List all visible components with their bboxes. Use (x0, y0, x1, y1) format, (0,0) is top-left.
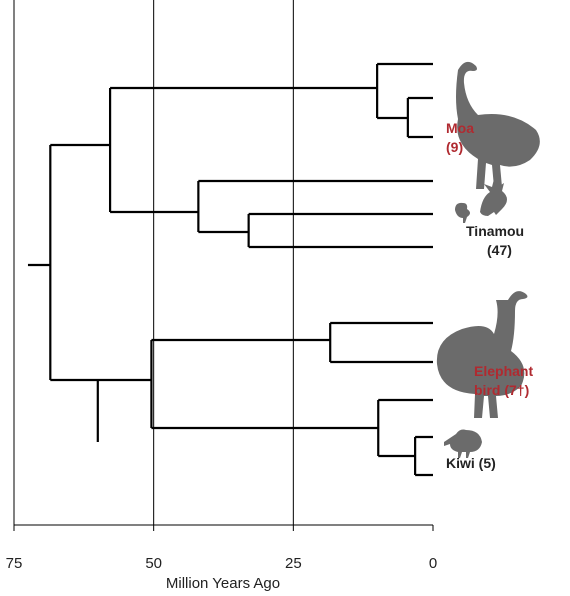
tinamou-small (455, 203, 470, 223)
clade-count: (47) (487, 242, 512, 258)
x-tick-label: 25 (285, 555, 302, 572)
clade-name: Moa (446, 120, 474, 136)
chart: Million Years Ago Moa (9) Tinamou (47) E… (0, 0, 570, 596)
clade-name: Elephant (474, 363, 533, 379)
clade-name: Kiwi (5) (446, 455, 496, 471)
clade-name: Tinamou (466, 223, 524, 239)
clade-count: (9) (446, 139, 463, 155)
x-tick-label: 75 (6, 555, 23, 572)
clade-count: bird (7†) (474, 382, 529, 398)
x-axis-label: Million Years Ago (166, 575, 280, 592)
kiwi (444, 430, 482, 459)
x-tick-label: 0 (429, 555, 437, 572)
x-tick-label: 50 (145, 555, 162, 572)
elephant-bird (437, 291, 528, 418)
